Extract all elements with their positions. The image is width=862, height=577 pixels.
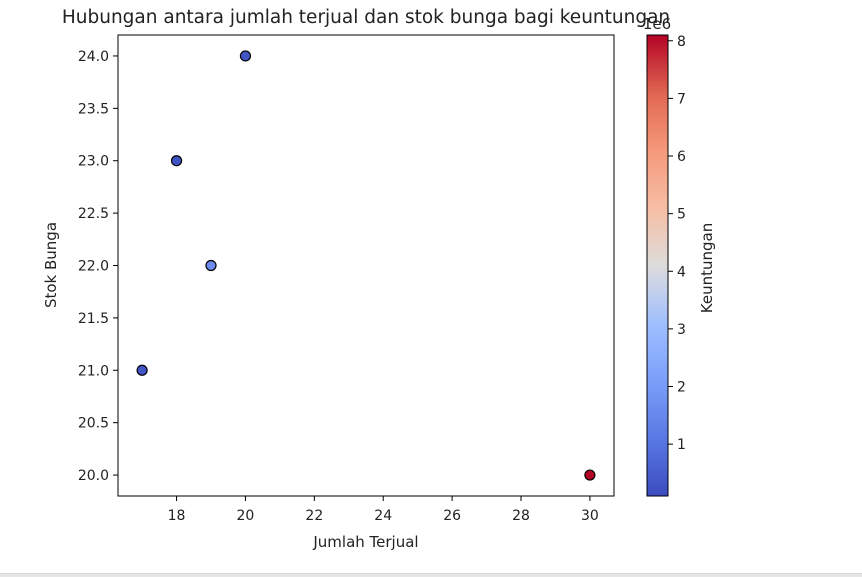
x-tick-label: 18 (168, 508, 186, 524)
y-axis-label: Stok Bunga (42, 222, 60, 308)
data-point (136, 364, 148, 376)
colorbar-tick-label: 3 (677, 322, 686, 338)
data-point (239, 50, 252, 62)
chart-title: Hubungan antara jumlah terjual dan stok … (62, 7, 670, 28)
x-tick-label: 26 (443, 508, 461, 524)
data-points (136, 50, 596, 481)
data-point (584, 469, 596, 481)
x-axis-label: Jumlah Terjual (312, 533, 418, 551)
colorbar-tick-label: 7 (677, 91, 686, 107)
colorbar-tick-label: 8 (677, 34, 686, 50)
colorbar-axis: 1 2 3 4 5 6 7 8 (668, 34, 686, 453)
y-tick-label: 23.0 (78, 154, 109, 170)
y-tick-label: 22.5 (78, 206, 109, 222)
y-tick-label: 20.5 (78, 416, 109, 432)
y-tick-label: 24.0 (78, 49, 109, 65)
x-tick-label: 30 (581, 508, 599, 524)
colorbar-label: Keuntungan (698, 223, 716, 313)
x-axis: 18 20 22 24 26 28 30 (168, 496, 599, 524)
x-tick-label: 20 (237, 508, 255, 524)
y-tick-label: 20.0 (78, 468, 109, 484)
colorbar-tick-label: 5 (677, 207, 686, 223)
colorbar-tick-label: 1 (677, 437, 686, 453)
y-tick-label: 21.0 (78, 363, 109, 379)
x-tick-label: 22 (305, 508, 323, 524)
colorbar-tick-label: 6 (677, 149, 686, 165)
data-point (205, 259, 217, 272)
y-tick-label: 23.5 (78, 101, 109, 117)
colorbar-tick-label: 4 (677, 264, 686, 280)
x-tick-label: 24 (374, 508, 392, 524)
colorbar-offset-text: 1e6 (643, 15, 671, 33)
y-tick-label: 21.5 (78, 311, 109, 327)
plot-area-frame (117, 34, 615, 497)
y-axis: 20.0 20.5 21.0 21.5 22.0 22.5 23.0 23.5 24.0 (78, 49, 118, 484)
colorbar-tick-label: 2 (677, 380, 686, 396)
colorbar (646, 34, 669, 497)
data-point (170, 155, 183, 167)
bottom-divider (0, 573, 862, 577)
x-tick-label: 28 (512, 508, 530, 524)
y-tick-label: 22.0 (78, 259, 109, 275)
